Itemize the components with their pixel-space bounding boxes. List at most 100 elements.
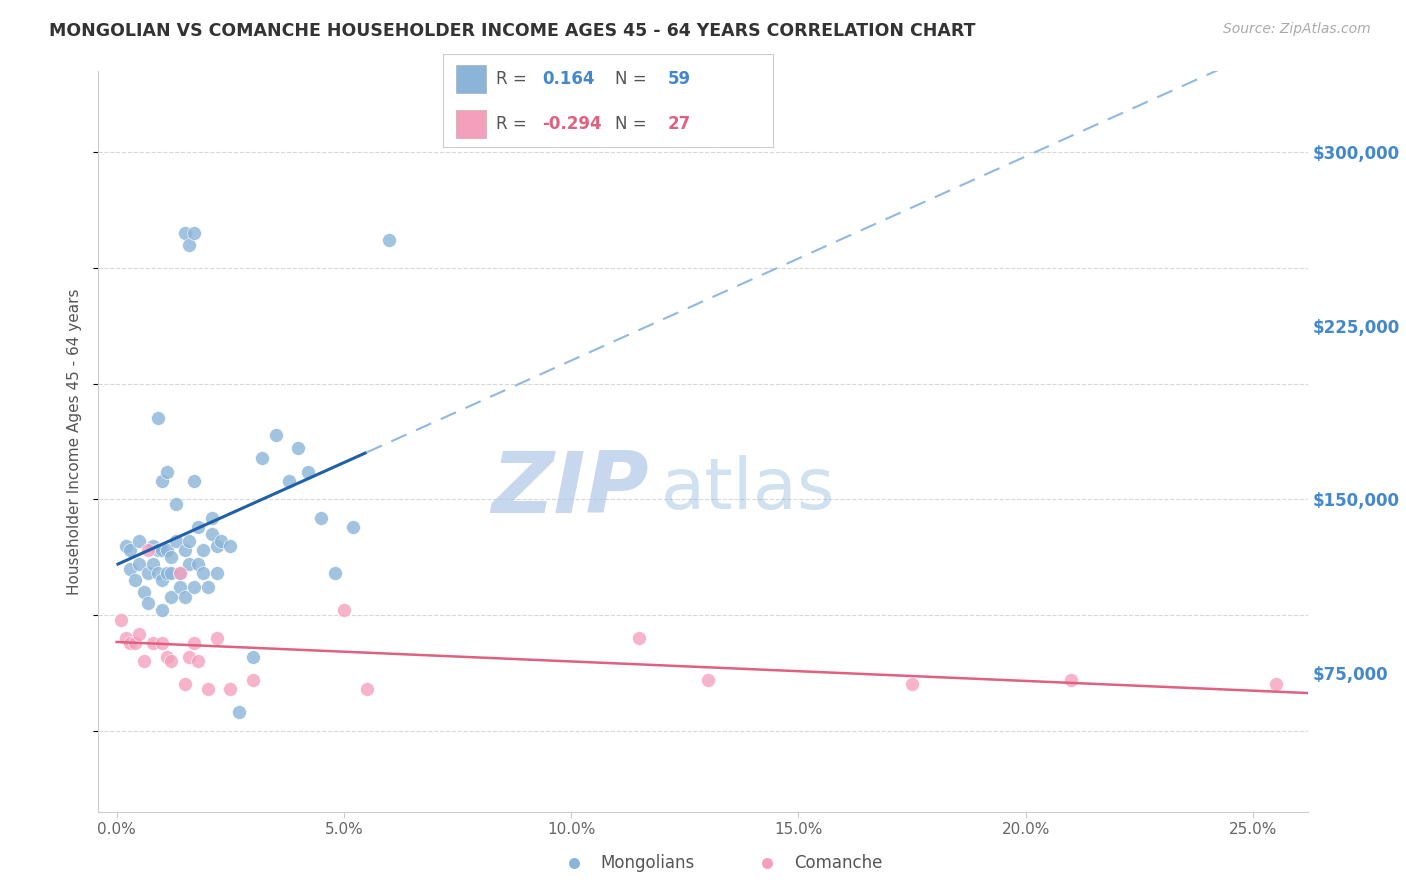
Text: 27: 27 xyxy=(668,115,690,133)
Point xyxy=(183,227,205,241)
Text: MONGOLIAN VS COMANCHE HOUSEHOLDER INCOME AGES 45 - 64 YEARS CORRELATION CHART: MONGOLIAN VS COMANCHE HOUSEHOLDER INCOME… xyxy=(49,22,976,40)
Point xyxy=(138,597,160,611)
Point xyxy=(356,682,378,697)
Point xyxy=(1333,633,1355,648)
Point xyxy=(169,566,191,581)
Point xyxy=(155,566,177,581)
Point xyxy=(120,562,142,576)
Point xyxy=(287,442,309,456)
Point xyxy=(138,566,160,581)
Point xyxy=(128,626,150,640)
Point xyxy=(165,497,187,511)
Point xyxy=(219,682,242,697)
Y-axis label: Householder Income Ages 45 - 64 years: Householder Income Ages 45 - 64 years xyxy=(67,288,83,595)
Point xyxy=(173,590,195,604)
Point xyxy=(242,673,264,687)
Point xyxy=(114,631,136,645)
Point xyxy=(191,543,214,558)
Point xyxy=(155,465,177,479)
Bar xyxy=(456,65,486,93)
Point xyxy=(201,527,224,541)
Point xyxy=(124,574,146,588)
Point xyxy=(228,705,250,719)
Point xyxy=(205,539,228,553)
Point xyxy=(191,566,214,581)
Point xyxy=(160,654,183,668)
Point xyxy=(197,682,219,697)
Point xyxy=(160,550,183,565)
Point xyxy=(901,677,924,691)
Point xyxy=(142,539,165,553)
Text: -0.294: -0.294 xyxy=(543,115,602,133)
Point xyxy=(205,631,228,645)
Point xyxy=(120,543,142,558)
Point xyxy=(187,520,209,534)
Point xyxy=(173,677,195,691)
Point xyxy=(142,557,165,571)
Point xyxy=(297,465,319,479)
Point xyxy=(309,511,332,525)
Point xyxy=(1060,673,1083,687)
Point xyxy=(219,539,242,553)
Point xyxy=(278,474,301,488)
Point xyxy=(155,543,177,558)
Point xyxy=(169,580,191,594)
Point xyxy=(132,654,155,668)
Point xyxy=(187,654,209,668)
Point xyxy=(333,603,356,617)
Point xyxy=(150,543,173,558)
Point xyxy=(183,636,205,650)
Point xyxy=(173,543,195,558)
Point xyxy=(342,520,364,534)
Point xyxy=(155,649,177,664)
Point xyxy=(242,649,264,664)
Point xyxy=(323,566,346,581)
Text: Source: ZipAtlas.com: Source: ZipAtlas.com xyxy=(1223,22,1371,37)
Point xyxy=(179,534,201,549)
Point xyxy=(264,427,287,442)
Point xyxy=(187,557,209,571)
Point xyxy=(183,474,205,488)
Text: N =: N = xyxy=(614,70,651,87)
Point xyxy=(128,534,150,549)
Point xyxy=(146,566,169,581)
Point xyxy=(209,534,232,549)
Point xyxy=(201,511,224,525)
Point xyxy=(197,580,219,594)
Point xyxy=(1264,677,1286,691)
Point xyxy=(173,227,195,241)
Point xyxy=(150,636,173,650)
Point xyxy=(146,411,169,425)
Point xyxy=(142,636,165,650)
Point xyxy=(150,574,173,588)
Point xyxy=(160,566,183,581)
Point xyxy=(169,566,191,581)
Bar xyxy=(456,110,486,138)
Point xyxy=(150,474,173,488)
Text: ZIP: ZIP xyxy=(491,448,648,531)
Point xyxy=(378,233,401,247)
Text: R =: R = xyxy=(496,70,537,87)
Point xyxy=(179,557,201,571)
Point xyxy=(165,534,187,549)
Point xyxy=(696,673,718,687)
Point xyxy=(124,636,146,650)
Text: Mongolians: Mongolians xyxy=(600,854,695,872)
Text: 0.164: 0.164 xyxy=(543,70,595,87)
Text: Comanche: Comanche xyxy=(794,854,883,872)
Point xyxy=(160,590,183,604)
Point xyxy=(114,539,136,553)
Point xyxy=(120,636,142,650)
Point xyxy=(150,603,173,617)
Point xyxy=(132,585,155,599)
Point xyxy=(146,543,169,558)
Text: 59: 59 xyxy=(668,70,690,87)
Text: N =: N = xyxy=(614,115,651,133)
Point xyxy=(128,557,150,571)
Point xyxy=(179,238,201,252)
Point xyxy=(110,613,132,627)
Point xyxy=(183,580,205,594)
Point xyxy=(250,450,273,465)
Point xyxy=(138,543,160,558)
Point xyxy=(179,649,201,664)
